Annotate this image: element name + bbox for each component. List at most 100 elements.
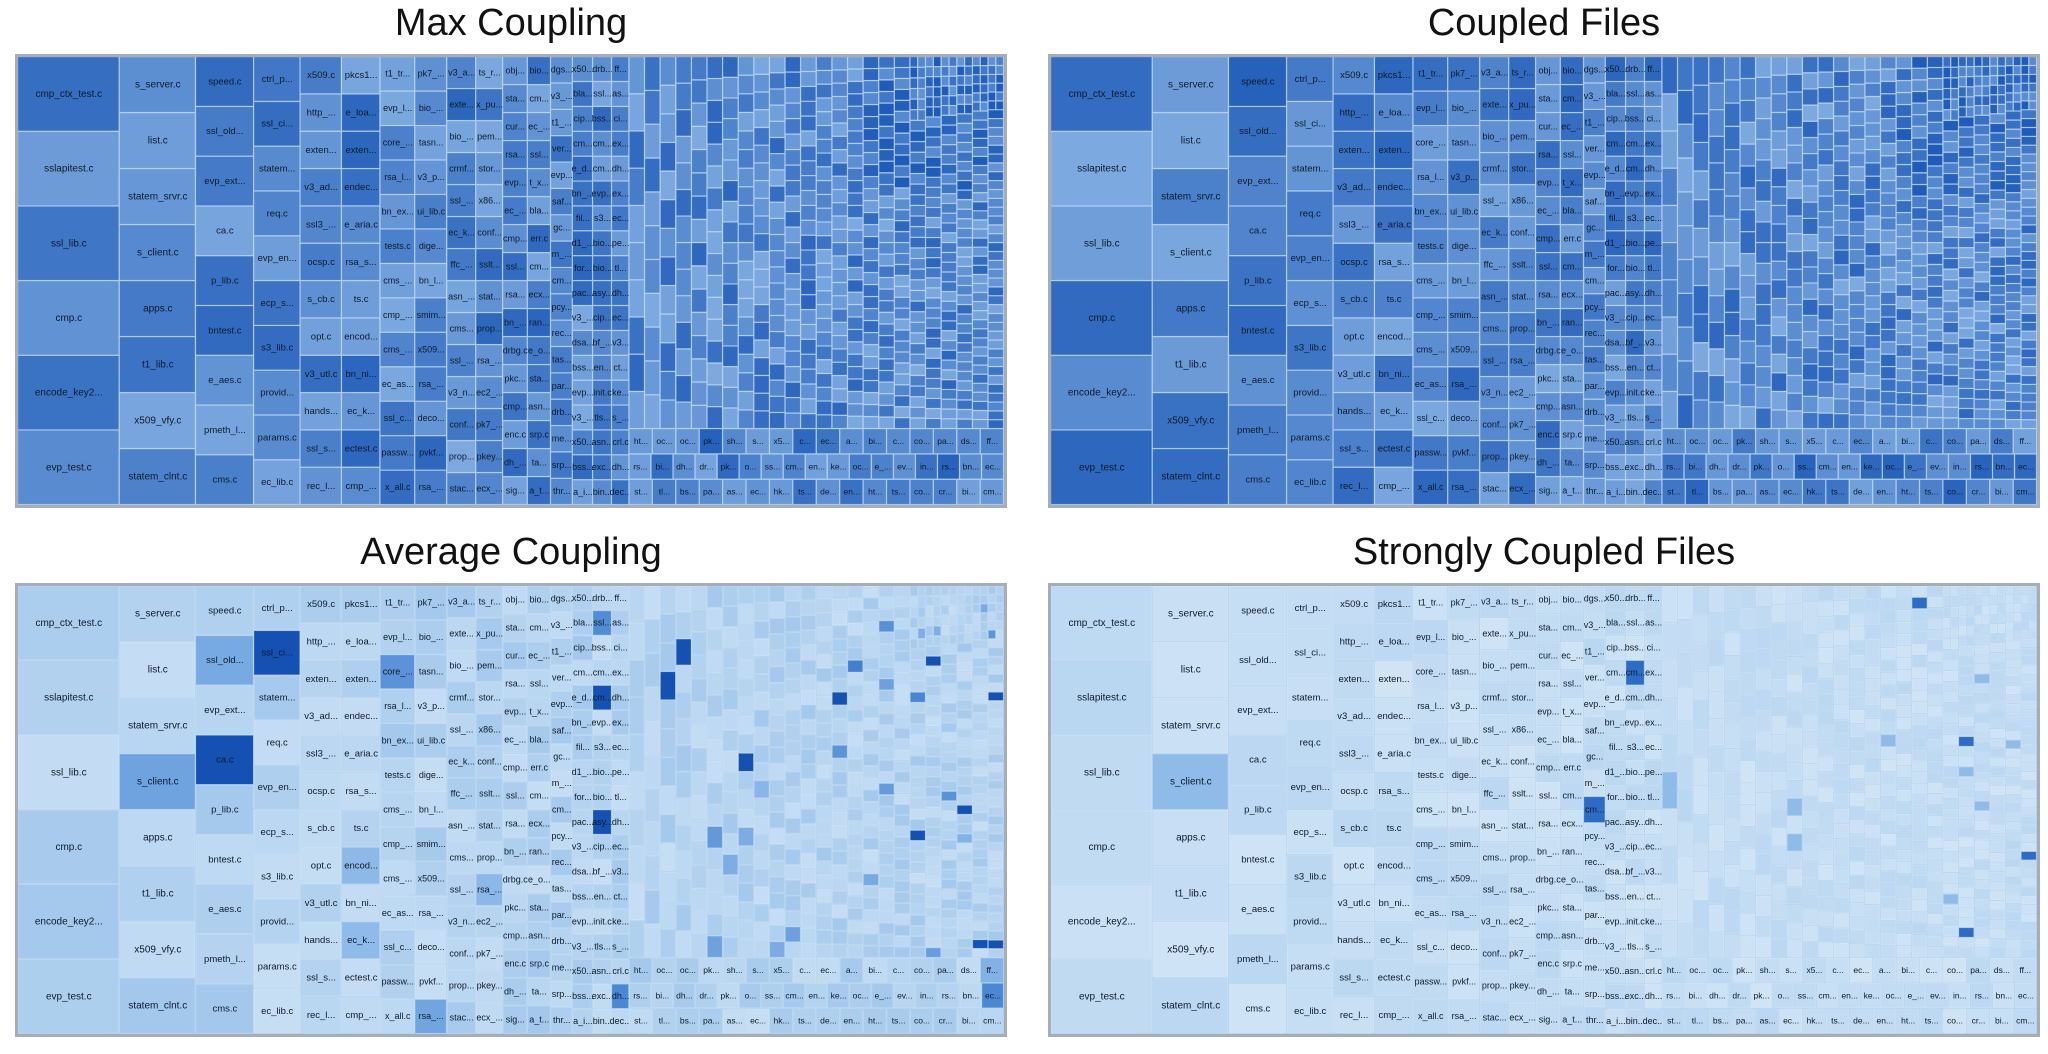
- treemap-tile: [1583, 901, 1606, 929]
- treemap-tile: [1560, 84, 1584, 113]
- treemap-tile: [675, 638, 692, 666]
- treemap-tile: [1864, 944, 1881, 958]
- treemap-tile: [341, 57, 380, 94]
- treemap-tile: [738, 901, 754, 921]
- treemap-tile: [1974, 252, 1990, 263]
- treemap-tile: [2021, 939, 2037, 949]
- treemap-tile: [1942, 893, 1959, 905]
- treemap-tile: [1644, 735, 1662, 760]
- treemap-tile: [972, 875, 988, 885]
- treemap-tile: [300, 429, 342, 468]
- treemap-tile: [1625, 81, 1645, 107]
- treemap-tile: [1560, 977, 1584, 1006]
- treemap-tile: [1989, 419, 2006, 429]
- treemap-tile: [527, 753, 551, 782]
- treemap-tile: [1685, 1008, 1709, 1034]
- treemap-tile: [753, 586, 770, 604]
- treemap-tile: [800, 868, 817, 884]
- treemap-tile: [592, 735, 612, 760]
- treemap-tile: [675, 957, 700, 983]
- treemap-tile: [300, 586, 342, 623]
- treemap-tile: [1740, 913, 1756, 936]
- treemap-tile: [738, 372, 754, 392]
- treemap-tile: [1833, 354, 1850, 370]
- treemap-tile: [941, 76, 949, 86]
- treemap-tile: [964, 66, 973, 76]
- treemap-tile: [1051, 131, 1153, 206]
- treemap-tile: [1693, 314, 1709, 343]
- treemap-tile: [1989, 652, 2006, 662]
- treemap-tile: [972, 74, 981, 84]
- treemap-tile: [18, 206, 120, 281]
- treemap-tile: [1693, 400, 1709, 429]
- treemap-tile: [2021, 83, 2029, 93]
- treemap-tile: [1693, 614, 1709, 643]
- treemap-tile: [1535, 168, 1561, 197]
- treemap-tile: [847, 118, 864, 131]
- treemap-tile: [1818, 926, 1834, 942]
- treemap-tile: [1786, 727, 1803, 745]
- treemap-tile: [847, 391, 864, 404]
- treemap-tile: [611, 958, 629, 984]
- treemap-tile: [1849, 723, 1865, 738]
- treemap-tile: [878, 586, 895, 598]
- treemap-tile: [1927, 717, 1943, 728]
- treemap-tile: [1771, 168, 1787, 187]
- treemap-tile: [816, 819, 832, 834]
- treemap-tile: [341, 392, 380, 430]
- treemap-tile: [1605, 809, 1626, 835]
- treemap-tile: [738, 660, 754, 679]
- treemap-tile: [300, 243, 342, 281]
- treemap-tile: [1802, 941, 1818, 958]
- treemap-tile: [1958, 877, 1975, 888]
- treemap-tile: [933, 66, 942, 77]
- treemap-tile: [878, 312, 895, 324]
- treemap-tile: [816, 166, 832, 181]
- treemap-tile: [878, 173, 895, 185]
- treemap-tile: [785, 118, 801, 134]
- treemap-tile: [909, 375, 926, 386]
- treemap-tile: [1818, 211, 1834, 227]
- treemap-tile: [995, 74, 1004, 84]
- treemap-tile: [925, 298, 942, 308]
- treemap-tile: [956, 113, 973, 124]
- treemap-tile: [972, 812, 988, 822]
- treemap-tile: [475, 809, 503, 842]
- treemap-tile: [1958, 766, 1975, 777]
- treemap-tile: [972, 337, 988, 347]
- treemap-tile: [572, 759, 593, 785]
- treemap-tile: [1833, 160, 1850, 176]
- treemap-tile: [1740, 275, 1756, 298]
- treemap-tile: [1583, 822, 1606, 850]
- treemap-tile: [1992, 982, 2015, 1009]
- treemap-tile: [446, 745, 476, 778]
- treemap-tile: [1535, 140, 1561, 169]
- treemap-tile: [1927, 198, 1943, 210]
- treemap-tile: [972, 885, 988, 894]
- treemap-tile: [1583, 293, 1606, 321]
- treemap-tile: [1755, 304, 1772, 326]
- treemap-tile: [988, 331, 1004, 341]
- treemap-tile: [2028, 74, 2037, 84]
- treemap-tile: [1560, 781, 1584, 810]
- treemap-tile: [1997, 586, 2006, 595]
- treemap-tile: [1661, 697, 1678, 735]
- treemap-tile: [988, 233, 1004, 243]
- treemap-tile: [502, 893, 528, 922]
- treemap-tile: [1818, 134, 1834, 150]
- treemap-tile: [2028, 92, 2037, 101]
- treemap-tile: [1479, 184, 1509, 217]
- treemap-tile: [753, 340, 770, 358]
- treemap-tile: [446, 777, 476, 810]
- treemap-tile: [1974, 595, 1982, 606]
- treemap-tile: [1755, 284, 1772, 305]
- treemap-tile: [956, 652, 973, 662]
- treemap-tile: [1771, 410, 1787, 429]
- treemap-tile: [915, 982, 938, 1009]
- treemap-tile: [878, 725, 895, 737]
- treemap-tile: [1605, 586, 1626, 611]
- treemap-tile: [1447, 160, 1480, 195]
- treemap-tile: [722, 180, 739, 202]
- treemap-tile: [2005, 174, 2021, 184]
- treemap-tile: [972, 776, 988, 786]
